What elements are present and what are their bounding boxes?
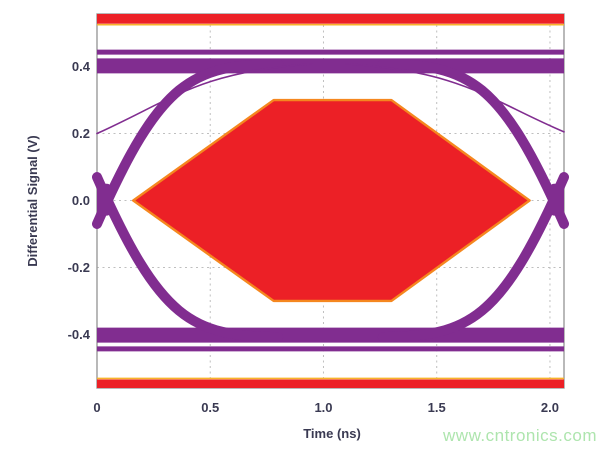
y-tick-label: -0.4 bbox=[68, 327, 91, 342]
x-tick-label: 1.0 bbox=[314, 400, 332, 415]
y-tick-label: 0.0 bbox=[72, 193, 90, 208]
eye-trace-transition bbox=[92, 58, 284, 229]
x-tick-label: 0 bbox=[93, 400, 100, 415]
eye-mask-polygon bbox=[132, 98, 531, 303]
x-tick-label: 2.0 bbox=[541, 400, 559, 415]
mask-bar-bottom bbox=[97, 379, 564, 388]
x-tick-label: 1.5 bbox=[428, 400, 446, 415]
watermark-text: www.cntronics.com bbox=[442, 426, 597, 445]
eye-trace-transition bbox=[345, 63, 565, 133]
y-tick-label: 0.4 bbox=[72, 59, 91, 74]
y-tick-label: 0.2 bbox=[72, 126, 90, 141]
y-axis-label: Differential Signal (V) bbox=[25, 135, 40, 266]
eye-crossing-blob bbox=[549, 183, 564, 216]
eye-trace-transition bbox=[377, 58, 569, 229]
x-axis-label: Time (ns) bbox=[303, 426, 361, 441]
mask-bar-top bbox=[97, 14, 564, 24]
x-tick-label: 0.5 bbox=[201, 400, 219, 415]
eye-trace-transition bbox=[377, 172, 569, 343]
eye-trace-transition bbox=[92, 172, 284, 343]
eye-crossing-blob bbox=[97, 183, 112, 216]
eye-trace-transition bbox=[96, 63, 313, 135]
y-tick-label: -0.2 bbox=[68, 260, 90, 275]
